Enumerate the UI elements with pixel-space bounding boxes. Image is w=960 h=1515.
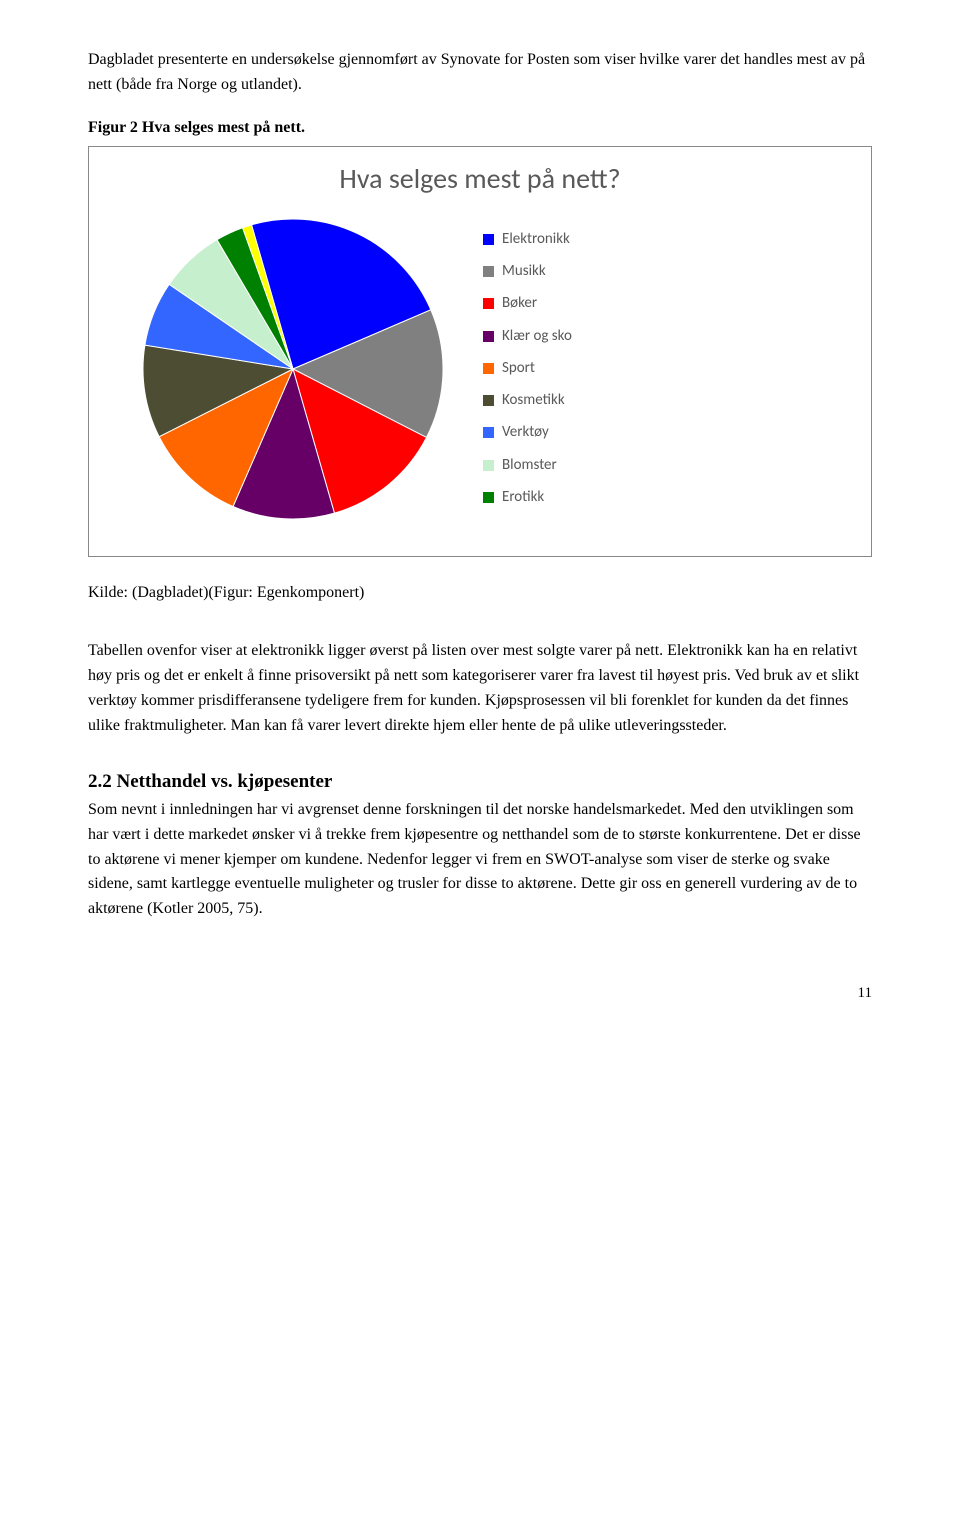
legend-swatch: [483, 427, 494, 438]
legend-swatch: [483, 234, 494, 245]
source-text: Kilde: (Dagbladet)(Figur: Egenkomponert): [88, 581, 872, 606]
intro-paragraph: Dagbladet presenterte en undersøkelse gj…: [88, 48, 872, 98]
legend-swatch: [483, 492, 494, 503]
chart-legend: Elektronikk Musikk Bøker Klær og sko Sport Ko…: [483, 209, 572, 518]
legend-item: Verktøy: [483, 421, 572, 444]
legend-label: Klær og sko: [502, 325, 572, 348]
legend-item: Sport: [483, 357, 572, 380]
chart-title: Hva selges mest på nett?: [103, 157, 857, 200]
legend-swatch: [483, 331, 494, 342]
figure-caption: Figur 2 Hva selges mest på nett.: [88, 116, 872, 141]
legend-swatch: [483, 395, 494, 406]
legend-label: Blomster: [502, 454, 557, 477]
legend-swatch: [483, 363, 494, 374]
legend-label: Verktøy: [502, 421, 549, 444]
legend-swatch: [483, 298, 494, 309]
legend-item: Musikk: [483, 260, 572, 283]
section-body: Som nevnt i innledningen har vi avgrense…: [88, 798, 872, 922]
analysis-paragraph: Tabellen ovenfor viser at elektronikk li…: [88, 639, 872, 738]
legend-label: Bøker: [502, 292, 537, 315]
legend-swatch: [483, 460, 494, 471]
pie-chart: [103, 209, 453, 538]
legend-item: Elektronikk: [483, 228, 572, 251]
legend-item: Kosmetikk: [483, 389, 572, 412]
legend-swatch: [483, 266, 494, 277]
pie-chart-container: Hva selges mest på nett? Elektronikk Musi…: [88, 146, 872, 556]
legend-item: Erotikk: [483, 486, 572, 509]
legend-label: Musikk: [502, 260, 546, 283]
legend-item: Klær og sko: [483, 325, 572, 348]
legend-item: Blomster: [483, 454, 572, 477]
legend-label: Sport: [502, 357, 535, 380]
section-heading: 2.2 Netthandel vs. kjøpesenter: [88, 767, 872, 796]
legend-label: Elektronikk: [502, 228, 570, 251]
legend-label: Kosmetikk: [502, 389, 565, 412]
legend-label: Erotikk: [502, 486, 544, 509]
page-number: 11: [88, 982, 872, 1005]
legend-item: Bøker: [483, 292, 572, 315]
